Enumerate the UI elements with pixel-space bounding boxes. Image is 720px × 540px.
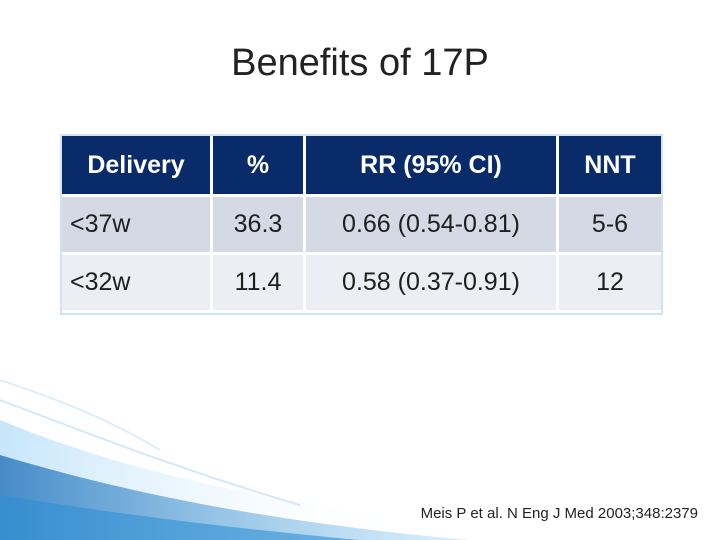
header-delivery: Delivery	[62, 136, 213, 197]
cell-percent: 11.4	[213, 255, 306, 313]
cell-nnt: 5-6	[559, 197, 661, 255]
cell-rr: 0.58 (0.37-0.91)	[306, 255, 559, 313]
cell-delivery: <37w	[62, 197, 213, 255]
citation: Meis P et al. N Eng J Med 2003;348:2379	[420, 505, 698, 522]
slide-title: Benefits of 17P	[231, 42, 489, 84]
header-percent: %	[213, 136, 306, 197]
table-row: <32w 11.4 0.58 (0.37-0.91) 12	[62, 255, 661, 313]
cell-nnt: 12	[559, 255, 661, 313]
header-nnt: NNT	[559, 136, 661, 197]
cell-rr: 0.66 (0.54-0.81)	[306, 197, 559, 255]
cell-delivery: <32w	[62, 255, 213, 313]
cell-percent: 36.3	[213, 197, 306, 255]
header-rr: RR (95% CI)	[306, 136, 559, 197]
results-table: Delivery % RR (95% CI) NNT <37w 36.3 0.6…	[60, 134, 663, 315]
table-row: <37w 36.3 0.66 (0.54-0.81) 5-6	[62, 197, 661, 255]
table-header-row: Delivery % RR (95% CI) NNT	[62, 136, 661, 197]
